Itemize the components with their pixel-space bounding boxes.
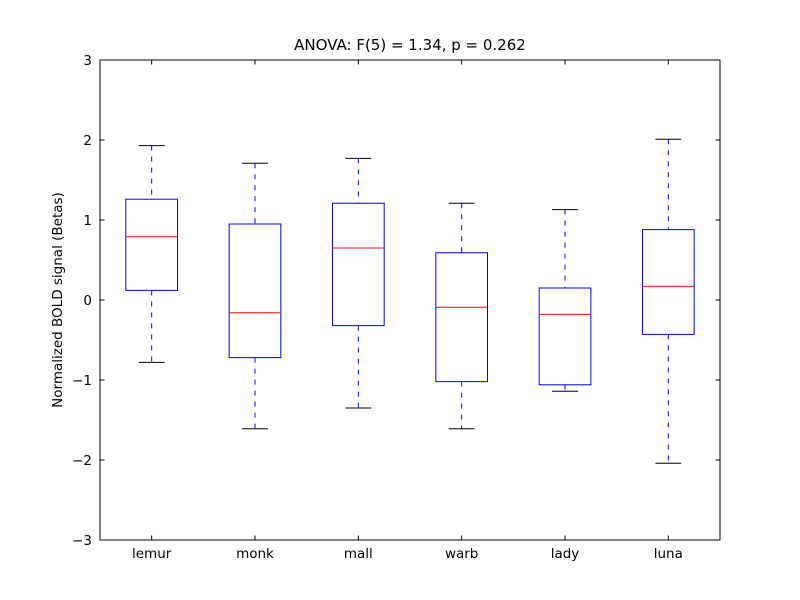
- box-lemur: [125, 198, 179, 291]
- box-warb: [435, 252, 489, 383]
- x-tick-label: lady: [551, 546, 580, 562]
- y-tick-label: 2: [83, 133, 92, 149]
- y-tick-label: 1: [83, 213, 92, 229]
- y-tick-label: 0: [83, 293, 92, 309]
- plot-content: −3 −2 −1 0 1 2 3 lemur monk mall warb lady luna: [72, 53, 721, 562]
- box-lady: [538, 287, 592, 386]
- box-mall: [332, 202, 385, 327]
- x-tick-label: mall: [344, 546, 373, 562]
- box-monk: [228, 223, 282, 359]
- y-axis-label: Normalized BOLD signal (Betas): [50, 192, 66, 408]
- chart-title: ANOVA: F(5) = 1.34, p = 0.262: [294, 36, 526, 54]
- x-tick-label: lemur: [132, 546, 172, 562]
- y-tick-label: 3: [83, 53, 92, 69]
- box-luna: [642, 229, 695, 335]
- x-tick-label: monk: [236, 546, 274, 562]
- y-tick-label: −1: [72, 373, 92, 389]
- y-tick-label: −3: [72, 533, 92, 549]
- x-tick-label: warb: [445, 546, 478, 562]
- axes-frame: [99, 59, 721, 541]
- y-tick-label: −2: [72, 453, 92, 469]
- x-tick-label: luna: [654, 546, 683, 562]
